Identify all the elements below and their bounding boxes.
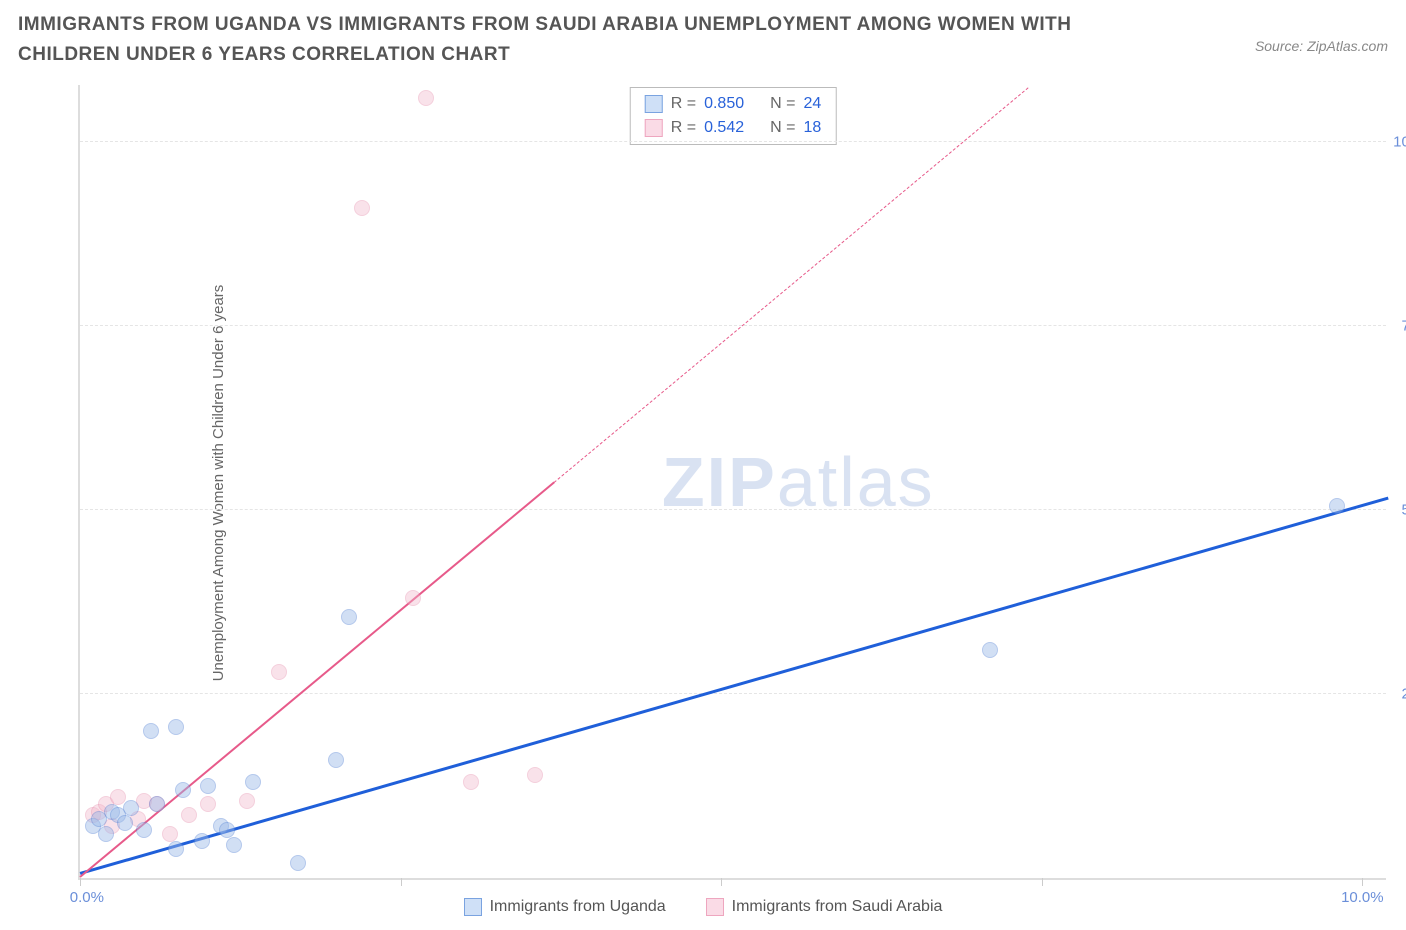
y-tick-label: 75.0% — [1401, 317, 1406, 334]
trend-line-dashed — [554, 87, 1029, 483]
gridline — [80, 509, 1386, 510]
source-attribution: Source: ZipAtlas.com — [1255, 38, 1388, 54]
chart-header: IMMIGRANTS FROM UGANDA VS IMMIGRANTS FRO… — [18, 10, 1388, 71]
uganda-point — [175, 782, 191, 798]
stats-n-label: N = — [770, 92, 795, 116]
legend-item-saudi: Immigrants from Saudi Arabia — [706, 898, 943, 916]
stats-n-value: 24 — [803, 92, 821, 116]
chart-area: Unemployment Among Women with Children U… — [60, 85, 1386, 880]
stats-r-value: 0.850 — [704, 92, 744, 116]
y-tick-label: 25.0% — [1401, 685, 1406, 702]
saudi-point — [527, 767, 543, 783]
stats-swatch — [645, 119, 663, 137]
trend-line — [79, 481, 555, 877]
saudi-point — [354, 200, 370, 216]
saudi-point — [162, 826, 178, 842]
saudi-point — [181, 807, 197, 823]
gridline — [80, 325, 1386, 326]
bottom-legend: Immigrants from Uganda Immigrants from Sa… — [0, 898, 1406, 916]
legend-item-uganda: Immigrants from Uganda — [464, 898, 666, 916]
legend-label: Immigrants from Uganda — [490, 898, 666, 916]
uganda-point — [136, 822, 152, 838]
saudi-point — [463, 774, 479, 790]
uganda-point — [117, 815, 133, 831]
legend-swatch — [706, 898, 724, 916]
uganda-point — [98, 826, 114, 842]
saudi-point — [271, 664, 287, 680]
trend-line — [80, 496, 1389, 874]
stats-row: R = 0.542 N = 18 — [645, 116, 822, 140]
uganda-point — [1329, 498, 1345, 514]
stats-r-label: R = — [671, 92, 696, 116]
stats-n-label: N = — [770, 116, 795, 140]
uganda-point — [143, 723, 159, 739]
saudi-point — [418, 90, 434, 106]
y-tick-label: 100.0% — [1393, 133, 1406, 150]
y-tick-label: 50.0% — [1401, 501, 1406, 518]
uganda-point — [219, 822, 235, 838]
uganda-point — [341, 609, 357, 625]
uganda-point — [123, 800, 139, 816]
uganda-point — [290, 855, 306, 871]
stats-swatch — [645, 95, 663, 113]
uganda-point — [194, 833, 210, 849]
saudi-point — [239, 793, 255, 809]
uganda-point — [226, 837, 242, 853]
stats-n-value: 18 — [803, 116, 821, 140]
gridline — [80, 141, 1386, 142]
stats-row: R = 0.850 N = 24 — [645, 92, 822, 116]
uganda-point — [245, 774, 261, 790]
stats-r-value: 0.542 — [704, 116, 744, 140]
stats-r-label: R = — [671, 116, 696, 140]
x-tick — [80, 878, 81, 886]
uganda-point — [982, 642, 998, 658]
legend-label: Immigrants from Saudi Arabia — [732, 898, 943, 916]
plot-region: ZIPatlas R =0.850N =24R =0.542N =18 25.0… — [78, 85, 1386, 880]
saudi-point — [405, 590, 421, 606]
x-tick — [401, 878, 402, 886]
stats-legend-box: R = 0.850 N = 24 R = 0.542 N = 18 — [630, 87, 837, 145]
saudi-point — [200, 796, 216, 812]
x-tick — [1362, 878, 1363, 886]
legend-swatch — [464, 898, 482, 916]
uganda-point — [328, 752, 344, 768]
uganda-point — [168, 841, 184, 857]
x-tick — [721, 878, 722, 886]
chart-title: IMMIGRANTS FROM UGANDA VS IMMIGRANTS FRO… — [18, 10, 1118, 71]
uganda-point — [168, 719, 184, 735]
uganda-point — [149, 796, 165, 812]
x-tick — [1042, 878, 1043, 886]
uganda-point — [200, 778, 216, 794]
gridline — [80, 693, 1386, 694]
